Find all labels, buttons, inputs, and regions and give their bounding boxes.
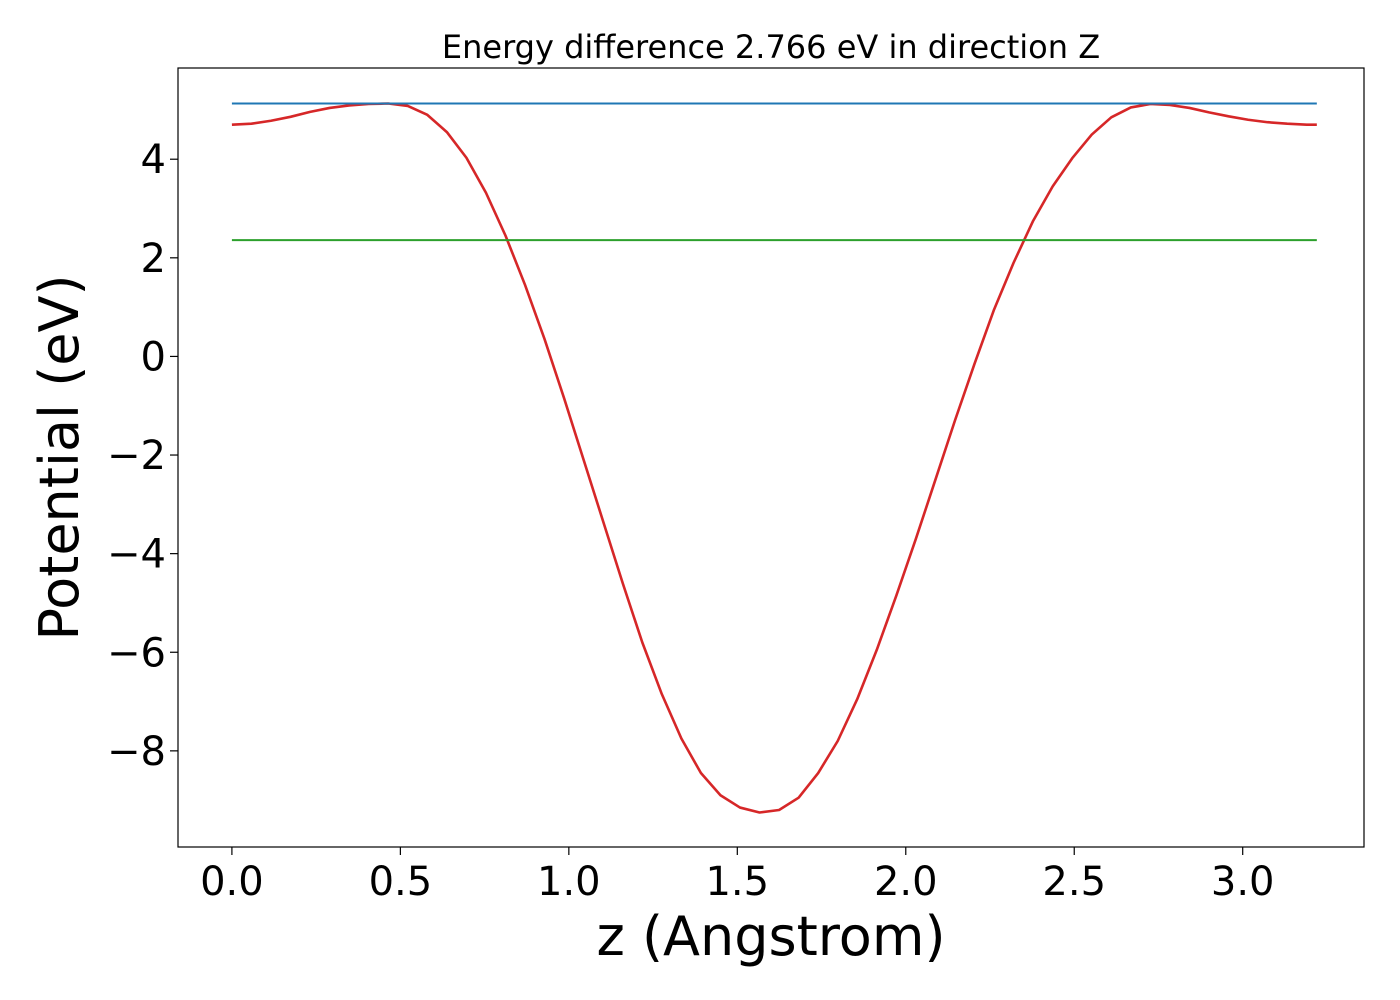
series-line-0 [231,102,1317,814]
x-tick-label: 2.5 [1042,859,1106,905]
x-tick-label: 1.5 [705,859,769,905]
x-tick-label: 0.0 [200,859,264,905]
y-tick-label: −4 [107,532,166,578]
y-axis-ticks: 4 2 0 −2 −4 −6 −8 [107,137,178,775]
series-layer [231,102,1317,814]
x-tick-label: 1.0 [537,859,601,905]
y-tick-label: −6 [107,630,166,676]
chart-title: Energy difference 2.766 eV in direction … [442,28,1100,66]
x-tick-label: 0.5 [369,859,433,905]
plot-frame [177,67,1365,848]
x-tick-label: 2.0 [874,859,938,905]
y-tick-label: 2 [141,236,166,282]
y-tick-label: −8 [107,729,166,775]
y-tick-label: 4 [141,137,166,183]
y-axis-label: Potential (eV) [28,274,91,640]
x-axis-label: z (Angstrom) [596,905,945,968]
y-tick-label: 0 [141,334,166,380]
x-axis-ticks: 0.0 0.5 1.0 1.5 2.0 2.5 3.0 [200,847,1275,905]
x-tick-label: 3.0 [1211,859,1275,905]
y-tick-label: −2 [107,433,166,479]
